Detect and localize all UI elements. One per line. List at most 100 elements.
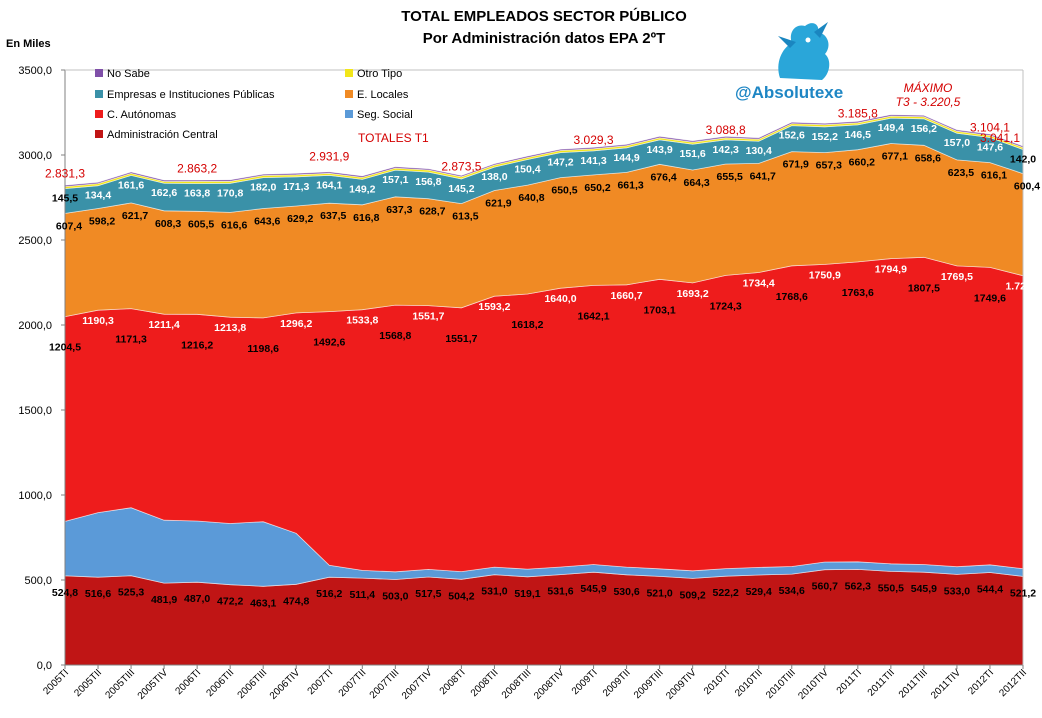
data-label-locales: 641,7: [750, 170, 776, 182]
data-label-autonomas: 1568,8: [379, 330, 411, 342]
data-label-autonomas: 1749,6: [974, 292, 1006, 304]
data-label-locales: 621,9: [485, 198, 511, 210]
chart-title: TOTAL EMPLEADOS SECTOR PÚBLICO: [401, 7, 687, 25]
data-label-locales: 616,6: [221, 219, 247, 231]
data-label-autonomas: 1211,4: [148, 319, 180, 331]
data-label-empresas: 143,9: [646, 144, 672, 156]
data-label-autonomas: 1296,2: [280, 318, 312, 330]
data-label-central: 550,5: [878, 582, 904, 594]
x-tick-label: 2012TI: [966, 667, 996, 697]
legend-swatch: [345, 110, 353, 118]
data-label-autonomas: 1807,5: [908, 282, 940, 294]
data-label-locales: 621,7: [122, 210, 148, 222]
data-label-empresas: 152,2: [812, 131, 838, 143]
data-label-empresas: 147,2: [547, 157, 573, 169]
data-label-empresas: 138,0: [481, 171, 507, 183]
x-tick-label: 2011TI: [835, 667, 864, 696]
x-tick-label: 2007TI: [306, 667, 336, 697]
x-tick-label: 2012TII: [997, 667, 1029, 699]
data-label-locales: 671,9: [783, 159, 809, 171]
data-label-central: 545,9: [911, 583, 937, 595]
total-label: 3.029,3: [574, 133, 614, 147]
data-label-locales: 640,8: [518, 192, 544, 204]
data-label-empresas: 151,6: [680, 148, 706, 160]
area-series-group: [64, 114, 1024, 666]
total-label: 2.863,2: [177, 161, 217, 175]
data-label-autonomas: 1593,2: [478, 301, 510, 313]
data-label-autonomas: 1734,4: [743, 278, 775, 290]
legend-entry: No Sabe: [107, 68, 150, 80]
data-label-autonomas: 1660,7: [611, 290, 643, 302]
data-label-empresas: 142,3: [713, 144, 739, 156]
data-label-empresas: 152,6: [779, 130, 805, 142]
legend-swatch: [95, 110, 103, 118]
data-label-central: 531,0: [481, 586, 507, 598]
legend: No Sabe Otro Tipo Empresas e Instituciones…: [95, 68, 413, 141]
data-label-locales: 637,3: [386, 204, 412, 216]
data-label-central: 562,3: [845, 580, 871, 592]
x-tick-label: 2009TIII: [632, 667, 666, 701]
data-label-central: 534,6: [779, 585, 805, 597]
data-label-empresas: 149,2: [349, 183, 375, 195]
data-label-central: 474,8: [283, 595, 309, 607]
data-label-central: 516,2: [316, 588, 342, 600]
y-tick-label: 1000,0: [18, 490, 52, 502]
data-label-empresas: 170,8: [217, 187, 243, 199]
x-tick-label: 2005TII: [72, 667, 104, 699]
x-tick-label: 2006TIII: [236, 667, 270, 701]
x-tick-label: 2008TIV: [532, 667, 567, 702]
data-label-empresas: 162,6: [151, 187, 177, 199]
data-label-central: 503,0: [382, 590, 408, 602]
data-label-empresas: 182,0: [250, 182, 276, 194]
data-label-locales: 598,2: [89, 216, 115, 228]
totales-note: TOTALES T1: [358, 131, 429, 145]
data-label-locales: 607,4: [56, 220, 82, 232]
data-label-autonomas: 1190,3: [82, 315, 114, 327]
data-label-central: 519,1: [514, 588, 540, 600]
data-label-autonomas: 1763,6: [842, 287, 874, 299]
data-label-central: 524,8: [52, 587, 78, 599]
y-tick-label: 2500,0: [18, 235, 52, 247]
data-label-autonomas: 1204,5: [49, 342, 81, 354]
data-label-autonomas: 1213,8: [214, 322, 246, 334]
data-label-empresas: 147,6: [977, 142, 1003, 154]
data-label-locales: 643,6: [254, 215, 280, 227]
data-label-locales: 616,8: [353, 212, 379, 224]
y-tick-label: 1500,0: [18, 405, 52, 417]
x-tick-label: 2006TII: [205, 667, 237, 699]
data-label-empresas: 130,4: [746, 145, 772, 157]
data-label-locales: 608,3: [155, 218, 181, 230]
data-label-central: 517,5: [415, 588, 441, 600]
data-label-locales: 660,2: [849, 157, 875, 169]
legend-entry: Empresas e Instituciones Públicas: [107, 89, 275, 101]
data-label-empresas: 156,2: [911, 123, 937, 135]
data-label-central: 463,1: [250, 597, 276, 609]
x-tick-label: 2010TIII: [764, 667, 798, 701]
data-label-locales: 613,5: [452, 211, 478, 223]
data-label-empresas: 141,3: [580, 155, 606, 167]
data-label-autonomas: 1640,0: [544, 293, 576, 305]
x-tick-label: 2009TIV: [664, 667, 699, 702]
y-axis-unit-label: En Miles: [6, 38, 51, 50]
data-labels-group: 524,8 516,6 525,3 481,9 487,0 472,2 463,1 474,8…: [45, 106, 1041, 609]
data-label-empresas: 150,4: [514, 164, 540, 176]
legend-entry: Administración Central: [107, 129, 218, 141]
x-tick-label: 2008TII: [469, 667, 501, 699]
data-label-autonomas: 1171,3: [115, 334, 147, 346]
x-tick-label: 2006TIV: [268, 667, 303, 702]
data-label-central: 472,2: [217, 596, 243, 608]
data-label-central: 511,4: [349, 589, 375, 601]
data-label-empresas: 134,4: [85, 190, 111, 202]
data-label-locales: 661,3: [617, 179, 643, 191]
x-tick-label: 2007TIII: [368, 667, 402, 701]
data-label-locales: 637,5: [320, 210, 346, 222]
data-label-locales: 655,5: [717, 171, 743, 183]
x-tick-label: 2005TIV: [136, 667, 171, 702]
data-label-locales: 650,2: [584, 182, 610, 194]
data-label-central: 530,6: [613, 586, 639, 598]
data-label-empresas: 149,4: [878, 122, 904, 134]
author-handle: @Absolutexe: [735, 83, 843, 102]
data-label-central: 531,6: [547, 586, 573, 598]
x-tick-label: 2007TII: [337, 667, 369, 699]
x-tick-label: 2011TIV: [929, 667, 963, 701]
